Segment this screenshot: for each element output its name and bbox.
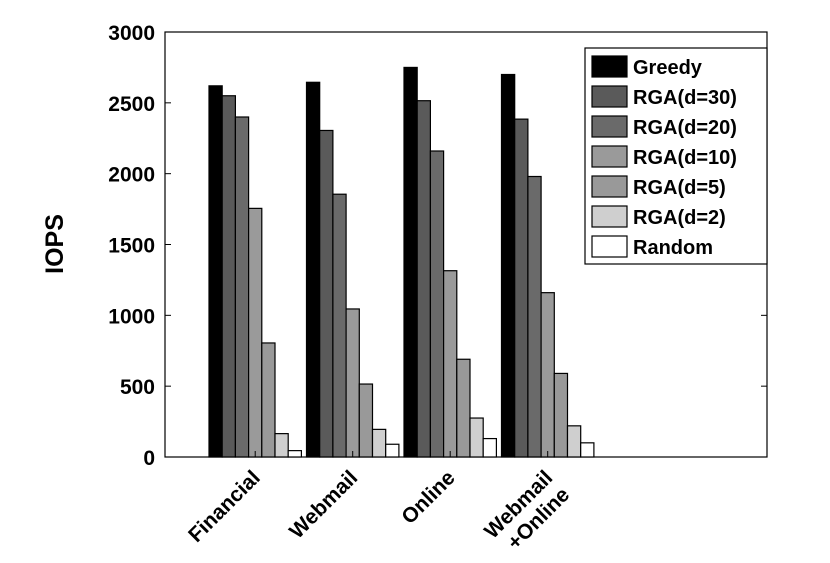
bar xyxy=(553,372,569,458)
x-axis-ticks: Financial Webmail Online Webmail+Online xyxy=(184,451,574,560)
y-tick-label: 2000 xyxy=(108,164,155,187)
bar xyxy=(261,342,276,458)
legend-swatch xyxy=(591,175,628,198)
x-tick-label: Webmail xyxy=(285,466,362,543)
bar xyxy=(540,292,555,458)
bar xyxy=(371,428,387,458)
bar xyxy=(482,437,498,458)
bar xyxy=(416,100,432,458)
y-tick-label: 1500 xyxy=(108,235,155,258)
y-tick-label: 500 xyxy=(120,376,155,399)
bar xyxy=(514,118,529,458)
bar xyxy=(332,193,347,458)
legend-swatch xyxy=(591,115,628,138)
bar xyxy=(580,442,595,458)
bar xyxy=(527,175,542,458)
y-tick-label: 3000 xyxy=(108,22,155,45)
y-axis-title: IOPS xyxy=(41,214,69,274)
bar xyxy=(287,450,303,458)
bar xyxy=(403,66,418,458)
bar xyxy=(429,150,445,458)
bar xyxy=(234,116,250,458)
bars-group xyxy=(208,66,595,458)
x-tick-label: Webmail+Online xyxy=(480,466,574,560)
y-axis-title-group: IOPS xyxy=(41,214,69,274)
legend-label: RGA(d=30) xyxy=(633,87,737,109)
legend-label: RGA(d=2) xyxy=(633,207,726,229)
bar xyxy=(358,383,374,458)
bar xyxy=(248,207,263,458)
bar xyxy=(221,95,236,458)
legend-label: RGA(d=10) xyxy=(633,147,737,169)
bar xyxy=(385,443,400,458)
legend-swatch xyxy=(591,205,628,228)
bar xyxy=(345,308,360,458)
bar xyxy=(305,81,321,458)
y-tick-label: 0 xyxy=(143,447,155,470)
bar xyxy=(443,270,458,458)
legend-swatch xyxy=(591,85,628,108)
y-tick-label: 2500 xyxy=(108,93,155,116)
bar xyxy=(208,85,223,458)
legend-label: Random xyxy=(633,237,713,259)
bar xyxy=(319,129,334,458)
y-tick-label: 1000 xyxy=(108,305,155,328)
legend-label: RGA(d=20) xyxy=(633,117,737,139)
legend: Greedy RGA(d=30) RGA(d=20) RGA(d=10) RGA(d=5… xyxy=(584,47,768,265)
bar xyxy=(456,358,471,458)
bar xyxy=(566,425,582,458)
bar xyxy=(469,417,484,458)
x-tick-label: Financial xyxy=(184,466,265,547)
legend-swatch xyxy=(591,55,628,78)
legend-swatch xyxy=(591,235,628,258)
bar xyxy=(500,73,516,458)
legend-label: Greedy xyxy=(633,57,703,79)
y-axis-ticks: 0 500 1000 1500 2000 2500 3000 xyxy=(108,22,767,470)
bar xyxy=(274,433,289,458)
x-tick-label: Online xyxy=(397,466,459,528)
legend-label: RGA(d=5) xyxy=(633,177,726,199)
legend-swatch xyxy=(591,145,628,168)
